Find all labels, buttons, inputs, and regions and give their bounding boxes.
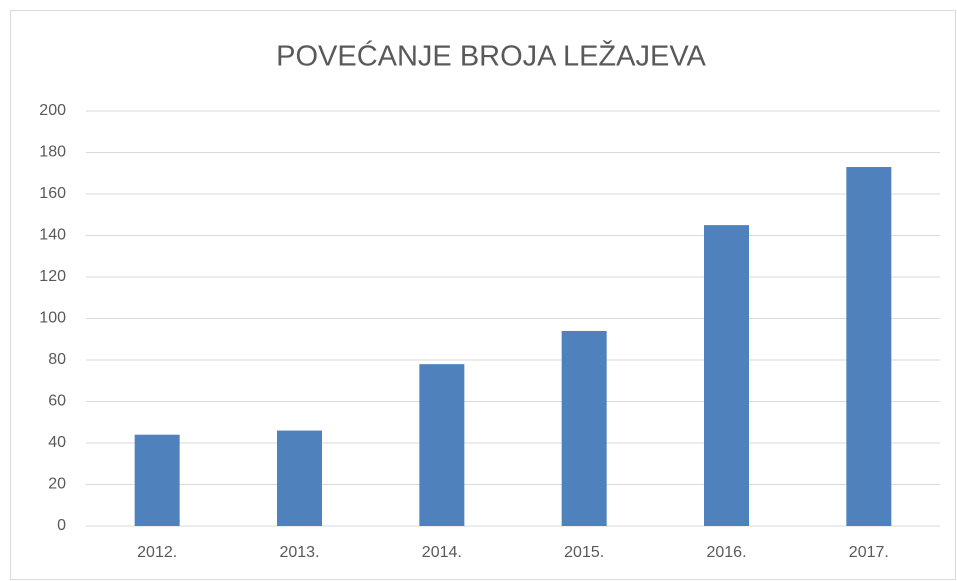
y-tick-label: 140 xyxy=(39,227,66,244)
x-tick-label: 2015. xyxy=(564,544,604,561)
bar xyxy=(561,330,607,526)
y-tick-label: 100 xyxy=(39,310,66,327)
bar xyxy=(704,225,749,526)
y-tick-label: 160 xyxy=(39,185,66,202)
y-tick-label: 200 xyxy=(39,102,66,119)
bar xyxy=(419,364,465,526)
x-tick-label: 2017. xyxy=(849,544,889,561)
y-tick-label: 80 xyxy=(48,351,66,368)
x-tick-label: 2013. xyxy=(279,544,319,561)
bar xyxy=(846,167,892,526)
bar xyxy=(134,434,180,526)
x-tick-label: 2016. xyxy=(706,544,746,561)
y-tick-label: 180 xyxy=(39,144,66,161)
y-tick-label: 40 xyxy=(48,434,66,451)
chart-title: POVEĆANJE BROJA LEŽAJEVA xyxy=(276,40,706,73)
y-tick-label: 20 xyxy=(48,476,66,493)
bar xyxy=(277,430,322,526)
x-tick-label: 2014. xyxy=(422,544,462,561)
y-tick-label: 60 xyxy=(48,393,66,410)
y-tick-label: 0 xyxy=(57,517,66,534)
x-tick-label: 2012. xyxy=(137,544,177,561)
y-tick-label: 120 xyxy=(39,268,66,285)
